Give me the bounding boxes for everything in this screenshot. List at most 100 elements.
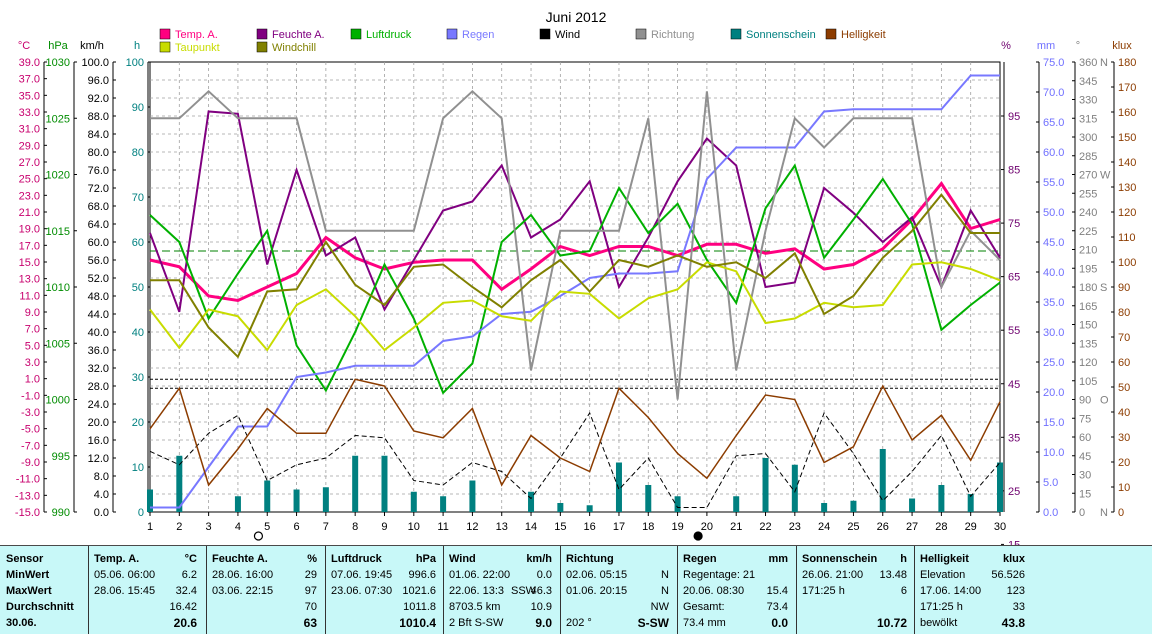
series-line-temp-a	[149, 180, 1001, 303]
axis-unit-label: °C	[18, 40, 30, 52]
axis-tick-label: 100	[126, 57, 144, 69]
axis-tick-label: 90	[1079, 395, 1091, 407]
right-axis-0: % 95 85 75 65 55 45 35 25 15	[1001, 40, 1020, 545]
axis-tick-label: 195	[1079, 263, 1097, 275]
axis-tick-label: 150	[1118, 132, 1136, 144]
rain-max-value: 15.4	[766, 585, 788, 597]
legend-item: Temp. A.	[159, 28, 218, 41]
direction-average: NW	[650, 601, 669, 613]
chart-title: Juni 2012	[546, 9, 607, 25]
axis-tick-label: 180	[1118, 57, 1136, 69]
temp-day-value: 20.6	[173, 616, 197, 630]
rain-days: Regentage: 21	[683, 569, 756, 581]
stats-col-humidity: Feuchte A. % 28.06. 16:00 29 03.06. 22:1…	[207, 546, 323, 634]
legend-swatch	[635, 28, 647, 40]
axis-tick-label: 65.0	[1043, 117, 1064, 129]
legend-label: Taupunkt	[175, 42, 220, 54]
axis-tick-label: 29.0	[19, 140, 40, 152]
axis-tick-label: 60	[1118, 357, 1130, 369]
axis-tick-label: 24.0	[88, 399, 109, 411]
temp-max-value: 32.4	[175, 585, 197, 597]
rain-total-value: 73.4	[766, 601, 788, 613]
axis-tick-label: 7.0	[25, 324, 40, 336]
axis-tick-label: 33.0	[19, 107, 40, 119]
legend-swatch	[256, 41, 268, 53]
stats-divider	[88, 546, 89, 634]
rain-period-total: 73.4 mm	[683, 617, 726, 629]
sunshine-bar	[909, 498, 916, 512]
axis-tick-label: 10.0	[1043, 447, 1064, 459]
axis-tick-label: 37.0	[19, 74, 40, 86]
sunshine-bar	[293, 489, 300, 512]
axis-tick-label: 0.0	[94, 507, 109, 519]
wind-max-direction: SSW	[511, 585, 537, 597]
axis-tick-label: 60	[132, 237, 144, 249]
x-tick-label: 26	[877, 521, 889, 533]
axis-unit-label: °	[1076, 40, 1080, 52]
direction-max-value: N	[661, 585, 669, 597]
axis-tick-label: 30	[1079, 470, 1091, 482]
sunshine-total: 171:25 h	[802, 585, 845, 597]
axis-tick-label: 270	[1079, 170, 1097, 182]
sunshine-bar	[440, 496, 447, 512]
sunshine-bar	[645, 485, 652, 512]
series-line-windchill	[150, 193, 1000, 359]
sunshine-max-time: 26.06. 21:00	[802, 569, 864, 581]
brightness-sky-state: bewölkt	[920, 617, 958, 629]
axis-tick-label: 35.0	[1043, 297, 1064, 309]
direction-day-value: S-SW	[637, 616, 669, 630]
humidity-max-value: 97	[304, 585, 317, 597]
temp-unit: °C	[184, 553, 197, 565]
temp-min-time: 05.06. 06:00	[94, 569, 156, 581]
x-tick-label: 28	[935, 521, 947, 533]
legend-swatch	[159, 28, 171, 40]
axis-tick-label: 13.0	[19, 274, 40, 286]
axis-tick-label: 56.0	[88, 255, 109, 267]
axis-tick-label: 45.0	[1043, 237, 1064, 249]
axis-tick-label: 21.0	[19, 207, 40, 219]
legend-item: Feuchte A.	[256, 28, 325, 41]
legend-item: Taupunkt	[159, 41, 220, 54]
sunshine-unit: h	[900, 553, 907, 565]
axis-tick-label: 170	[1118, 82, 1136, 94]
axis-unit-label: %	[1001, 40, 1011, 52]
axis-tick-label: 300	[1079, 132, 1097, 144]
axis-unit-label: km/h	[80, 40, 104, 52]
x-tick-label: 22	[759, 521, 771, 533]
right-axis-3: klux180170160150140130120110100908070605…	[1111, 40, 1136, 519]
sunshine-bar	[850, 500, 857, 512]
axis-tick-label: 55	[1008, 325, 1020, 337]
axis-tick-label: 40	[1118, 407, 1130, 419]
stats-col-wind: Wind km/h 01.06. 22:00 0.0 22.06. 13:3 S…	[444, 546, 558, 634]
sunshine-max-value: 13.48	[879, 569, 907, 581]
sunshine-title: Sonnenschein	[802, 553, 878, 565]
axis-tick-label: 32.0	[88, 363, 109, 375]
axis-unit-label: h	[134, 40, 140, 52]
axis-tick-label: 70	[1118, 332, 1130, 344]
axis-tick-label: 210	[1079, 245, 1097, 257]
stats-divider	[677, 546, 678, 634]
axis-tick-label: 165	[1079, 301, 1097, 313]
x-tick-label: 25	[847, 521, 859, 533]
brightness-elevation-label: Elevation	[920, 569, 966, 581]
brightness-title: Helligkeit	[920, 553, 969, 565]
pressure-unit: hPa	[415, 553, 436, 565]
temp-max-time: 28.06. 15:45	[94, 585, 156, 597]
stats-col-temp: Temp. A. °C 05.06. 06:00 6.2 28.06. 15:4…	[89, 546, 203, 634]
pressure-min-value: 996.6	[408, 569, 436, 581]
legend-label: Luftdruck	[366, 29, 412, 41]
sunshine-bar	[967, 494, 974, 512]
axis-tick-label: 80	[1118, 307, 1130, 319]
x-tick-label: 13	[496, 521, 508, 533]
brightness-duration: 171:25 h	[920, 601, 963, 613]
axis-tick-label: -13.0	[15, 490, 40, 502]
pressure-title: Luftdruck	[331, 553, 382, 565]
sunshine-bar	[557, 503, 564, 512]
axis-tick-label: 23.0	[19, 190, 40, 202]
wind-title: Wind	[449, 553, 476, 565]
pressure-min-time: 07.06. 19:45	[331, 569, 393, 581]
axis-tick-label: 3.0	[25, 357, 40, 369]
legend-label: Richtung	[651, 29, 694, 41]
direction-min-value: N	[661, 569, 669, 581]
brightness-max-value: 123	[1006, 585, 1025, 597]
